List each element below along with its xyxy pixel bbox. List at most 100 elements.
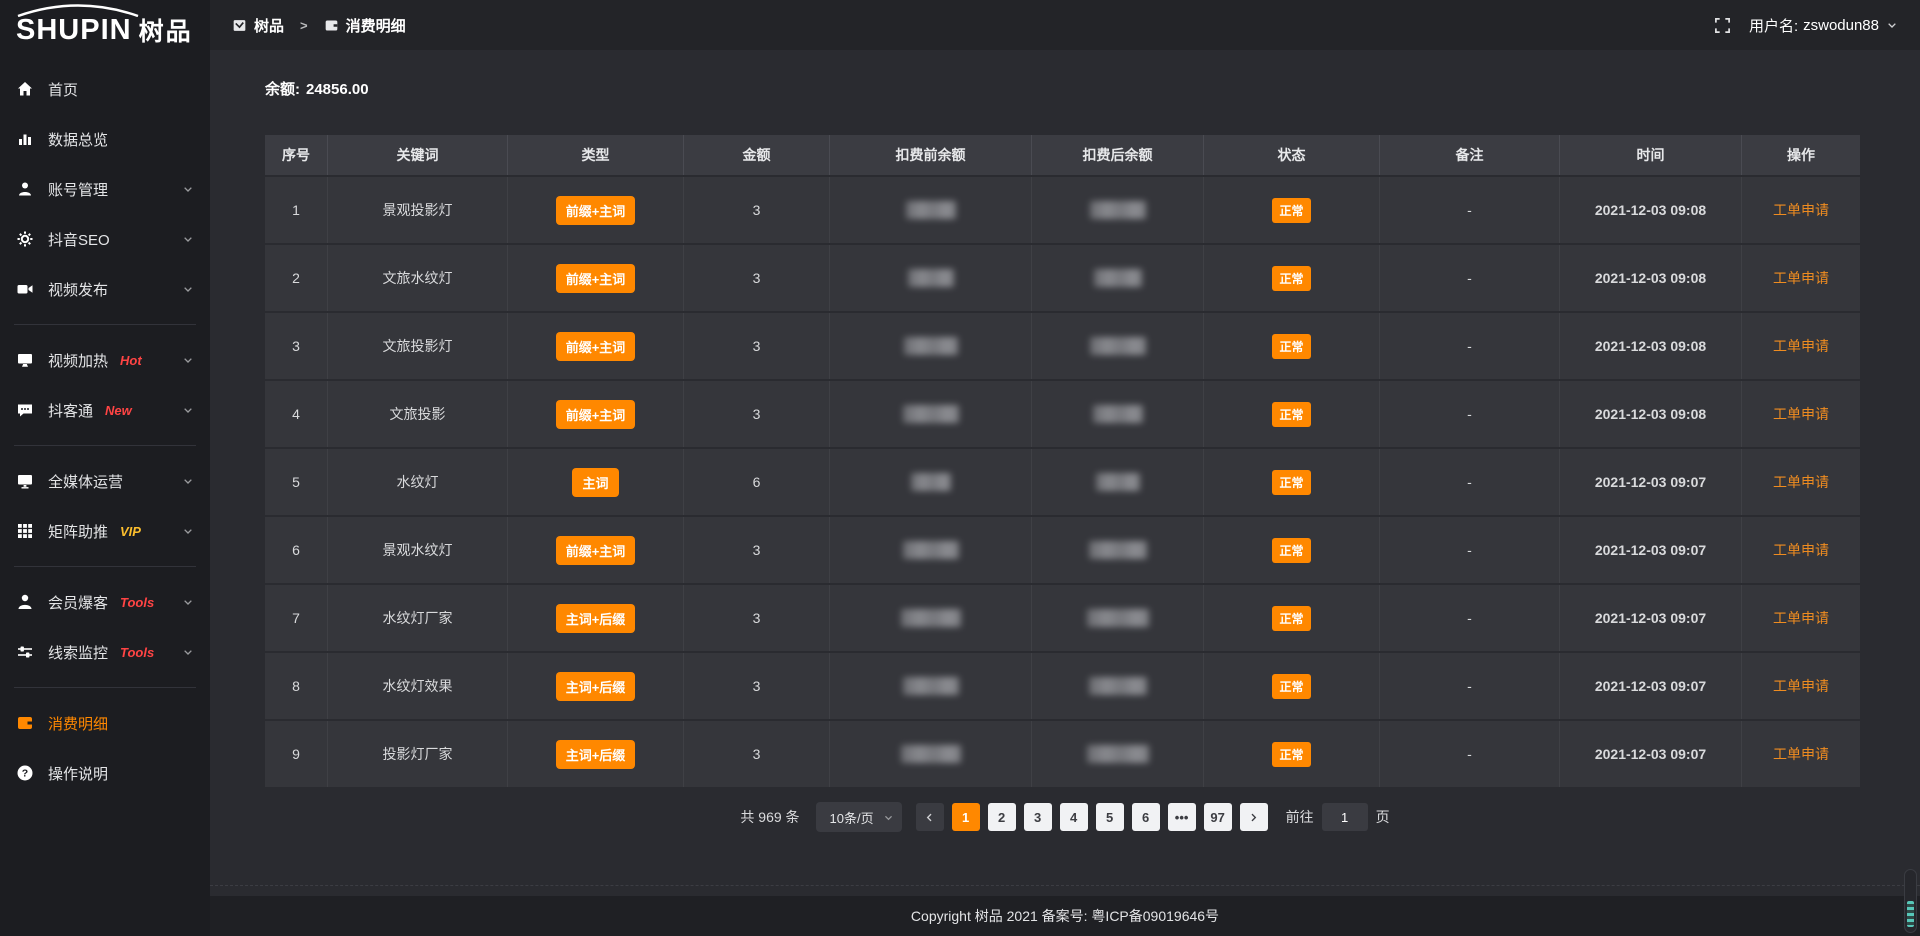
page-button[interactable]: 5: [1095, 803, 1124, 831]
sidebar-item-home[interactable]: 首页: [0, 64, 210, 114]
table-row: 5 水纹灯 主词 6 正常 -2021-12-03 09:07 工单申请: [265, 449, 1860, 515]
cell-type: 前缀+主词: [507, 381, 683, 447]
home-icon: [16, 80, 34, 98]
cell-keyword: 景观投影灯: [327, 177, 507, 243]
chevron-down-icon: [182, 404, 194, 416]
chart-icon: [16, 130, 34, 148]
sidebar-item-monitor[interactable]: 全媒体运营: [0, 456, 210, 506]
sidebar-item-heat[interactable]: 视频加热 Hot: [0, 335, 210, 385]
sidebar-item-label: 线索监控: [48, 644, 109, 662]
work-order-link[interactable]: 工单申请: [1773, 338, 1829, 354]
user-icon: [16, 180, 34, 198]
page-button[interactable]: 3: [1023, 803, 1052, 831]
type-badge: 前缀+主词: [555, 535, 636, 565]
sidebar-item-gear[interactable]: 抖音SEO: [0, 214, 210, 264]
work-order-link[interactable]: 工单申请: [1773, 474, 1829, 490]
page-button[interactable]: 97: [1203, 803, 1232, 831]
masked-value: [903, 337, 958, 355]
gear-icon: [16, 230, 34, 248]
cell-keyword: 景观水纹灯: [327, 517, 507, 583]
breadcrumb-home[interactable]: 树品: [254, 17, 285, 35]
work-order-link[interactable]: 工单申请: [1773, 202, 1829, 218]
status-badge: 正常: [1272, 265, 1311, 291]
masked-value: [900, 609, 961, 627]
masked-value: [1092, 405, 1143, 423]
sidebar-item-user[interactable]: 账号管理: [0, 164, 210, 214]
work-order-link[interactable]: 工单申请: [1773, 270, 1829, 286]
sidebar-item-label: 首页: [48, 81, 79, 99]
cell-type: 主词+后缀: [507, 721, 683, 787]
page-ellipsis-button[interactable]: •••: [1167, 803, 1196, 831]
sliders-icon: [16, 643, 34, 661]
prev-page-button[interactable]: [915, 803, 944, 831]
status-badge: 正常: [1272, 605, 1311, 631]
sidebar-item-grid[interactable]: 矩阵助推 VIP: [0, 506, 210, 556]
sidebar-item-sliders[interactable]: 线索监控 Tools: [0, 627, 210, 677]
cell-amount: 3: [683, 177, 829, 243]
page-size-select[interactable]: 10条/页: [815, 802, 902, 832]
sidebar-item-member[interactable]: 会员爆客 Tools: [0, 577, 210, 627]
sidebar-item-video[interactable]: 视频发布: [0, 264, 210, 314]
sidebar-item-badge: Tools: [120, 644, 155, 660]
scrollbar-thumb[interactable]: [1904, 869, 1917, 933]
masked-value: [900, 745, 961, 763]
cell-balance-before: [829, 313, 1031, 379]
chevron-down-icon: [182, 475, 194, 487]
cell-action: 工单申请: [1741, 721, 1860, 787]
page-button[interactable]: 4: [1059, 803, 1088, 831]
pagination-total: 共 969 条: [740, 809, 800, 825]
chevron-down-icon: [1886, 19, 1898, 31]
cell-amount: 3: [683, 517, 829, 583]
work-order-link[interactable]: 工单申请: [1773, 406, 1829, 422]
sidebar-item-badge: VIP: [120, 523, 141, 539]
type-badge: 主词+后缀: [555, 603, 636, 633]
cell-balance-after: [1031, 721, 1203, 787]
table-row: 3 文旅投影灯 前缀+主词 3 正常 -2021-12-03 09:08 工单申请: [265, 313, 1860, 379]
next-page-button[interactable]: [1239, 803, 1268, 831]
user-menu[interactable]: 用户名: zswodun88: [1749, 15, 1898, 36]
cell-keyword: 水纹灯效果: [327, 653, 507, 719]
cell-balance-before: [829, 177, 1031, 243]
type-badge: 前缀+主词: [555, 263, 636, 293]
type-badge: 前缀+主词: [555, 399, 636, 429]
cell-index: 6: [292, 542, 300, 558]
masked-value: [1095, 473, 1140, 491]
cell-index: 8: [292, 678, 300, 694]
table-row: 1 景观投影灯 前缀+主词 3 正常 -2021-12-03 09:08 工单申请: [265, 177, 1860, 243]
fullscreen-icon[interactable]: [1714, 17, 1731, 34]
work-order-link[interactable]: 工单申请: [1773, 678, 1829, 694]
cell-balance-before: [829, 585, 1031, 651]
cell-balance-before: [829, 653, 1031, 719]
breadcrumb-page[interactable]: 消费明细: [345, 17, 406, 35]
sidebar-item-wallet[interactable]: 消费明细: [0, 698, 210, 748]
page-button[interactable]: 1: [951, 803, 980, 831]
goto-label: 前往: [1285, 809, 1314, 825]
status-badge: 正常: [1272, 333, 1311, 359]
column-header: 序号: [282, 147, 310, 163]
page-button[interactable]: 2: [987, 803, 1016, 831]
work-order-link[interactable]: 工单申请: [1773, 610, 1829, 626]
cell-status: 正常: [1203, 177, 1379, 243]
sidebar-item-chart[interactable]: 数据总览: [0, 114, 210, 164]
cell-time: 2021-12-03 09:07: [1559, 721, 1741, 787]
username-value: zswodun88: [1803, 16, 1879, 34]
work-order-link[interactable]: 工单申请: [1773, 746, 1829, 762]
cell-remark: -: [1379, 449, 1559, 515]
sidebar-item-label: 账号管理: [48, 181, 109, 199]
cell-time: 2021-12-03 09:08: [1559, 177, 1741, 243]
type-badge: 前缀+主词: [555, 331, 636, 361]
work-order-link[interactable]: 工单申请: [1773, 542, 1829, 558]
masked-value: [1086, 745, 1149, 763]
status-badge: 正常: [1272, 401, 1311, 427]
sidebar-item-help[interactable]: ? 操作说明: [0, 748, 210, 798]
cell-keyword: 文旅投影: [327, 381, 507, 447]
cell-amount: 3: [683, 313, 829, 379]
status-badge: 正常: [1272, 741, 1311, 767]
page-button[interactable]: 6: [1131, 803, 1160, 831]
sidebar-item-chat[interactable]: 抖客通 New: [0, 385, 210, 435]
goto-page-input[interactable]: [1321, 803, 1368, 831]
cell-action: 工单申请: [1741, 517, 1860, 583]
masked-value: [907, 269, 954, 287]
brand-logo[interactable]: SHUPIN 树品: [0, 0, 210, 60]
heat-icon: [16, 351, 34, 369]
